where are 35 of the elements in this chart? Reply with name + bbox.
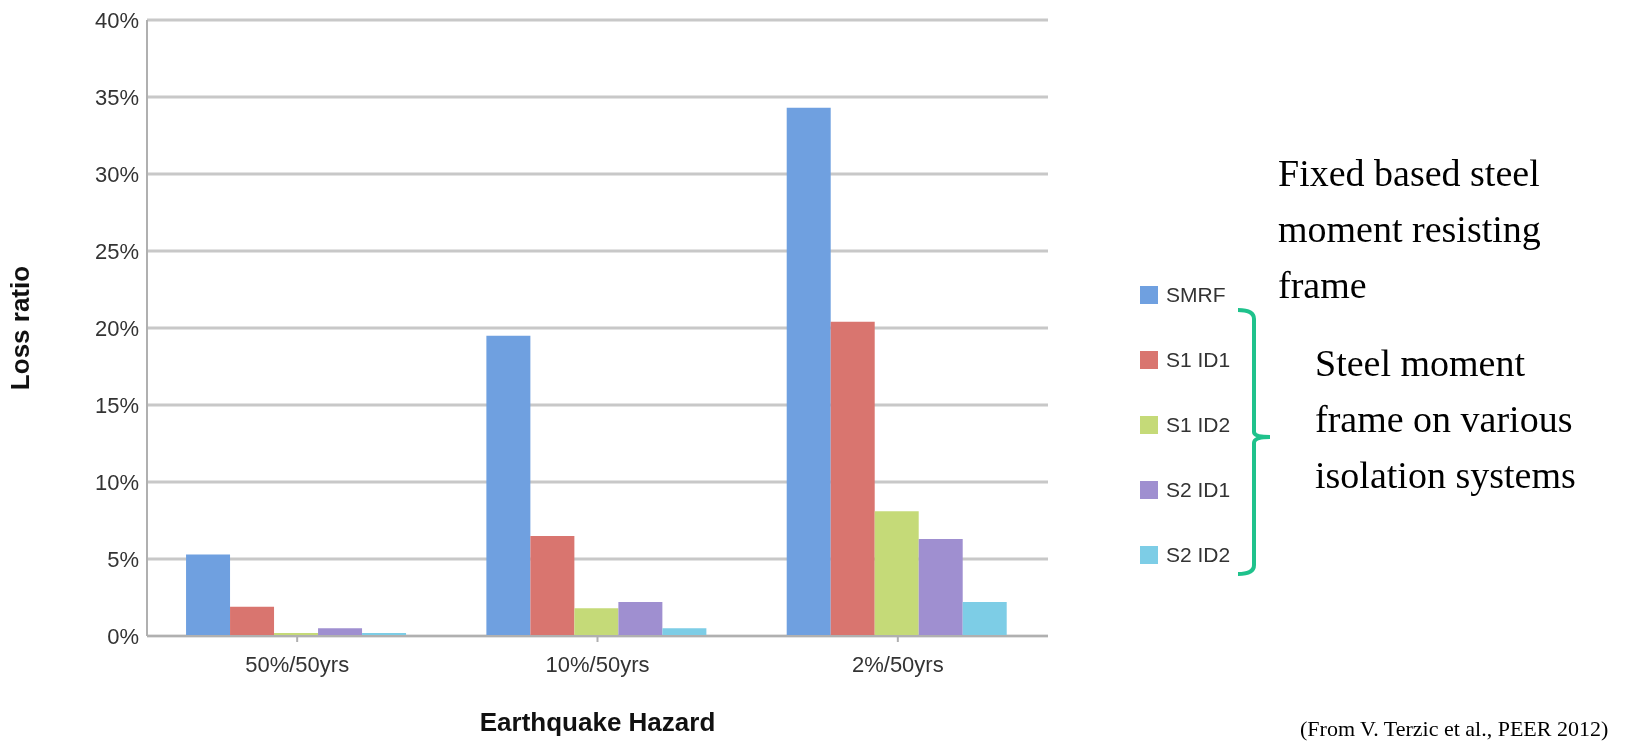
x-axis-title: Earthquake Hazard (479, 707, 716, 737)
bar (618, 602, 663, 636)
y-tick-label: 0% (107, 623, 139, 649)
bar (530, 535, 575, 636)
legend-label: S1 ID2 (1166, 412, 1231, 437)
bar (230, 606, 275, 636)
x-tick-label: 50%/50yrs (245, 651, 350, 677)
legend-label: S1 ID1 (1166, 347, 1231, 372)
y-tick-label: 40% (94, 7, 139, 33)
y-tick-label: 35% (94, 84, 139, 110)
bar (662, 628, 707, 636)
bar (874, 511, 919, 636)
y-tick-label: 15% (94, 392, 139, 418)
bar (318, 628, 363, 636)
x-tick-label: 10%/50yrs (545, 651, 650, 677)
bar (486, 335, 531, 636)
legend-label: S2 ID2 (1166, 542, 1231, 567)
y-axis-title: Loss ratio (5, 265, 36, 391)
y-tick-label: 20% (94, 315, 139, 341)
y-tick-label: 10% (94, 469, 139, 495)
bar (574, 608, 619, 636)
y-tick-label: 30% (94, 161, 139, 187)
bar (830, 321, 875, 636)
legend-label: S2 ID1 (1166, 477, 1231, 502)
legend-label: SMRF (1166, 282, 1226, 307)
y-tick-label: 5% (107, 546, 139, 572)
y-tick-label: 25% (94, 238, 139, 264)
bar (786, 107, 831, 636)
bar (186, 554, 231, 636)
text: Steel moment frame on various isolation systems (1315, 341, 1577, 498)
text: (From V. Terzic et al., PEER 2012) (1300, 715, 1610, 743)
text: Fixed based steel moment resisting frame (1278, 151, 1542, 308)
x-tick-label: 2%/50yrs (851, 651, 944, 677)
bar (918, 538, 963, 636)
bar (962, 602, 1007, 636)
